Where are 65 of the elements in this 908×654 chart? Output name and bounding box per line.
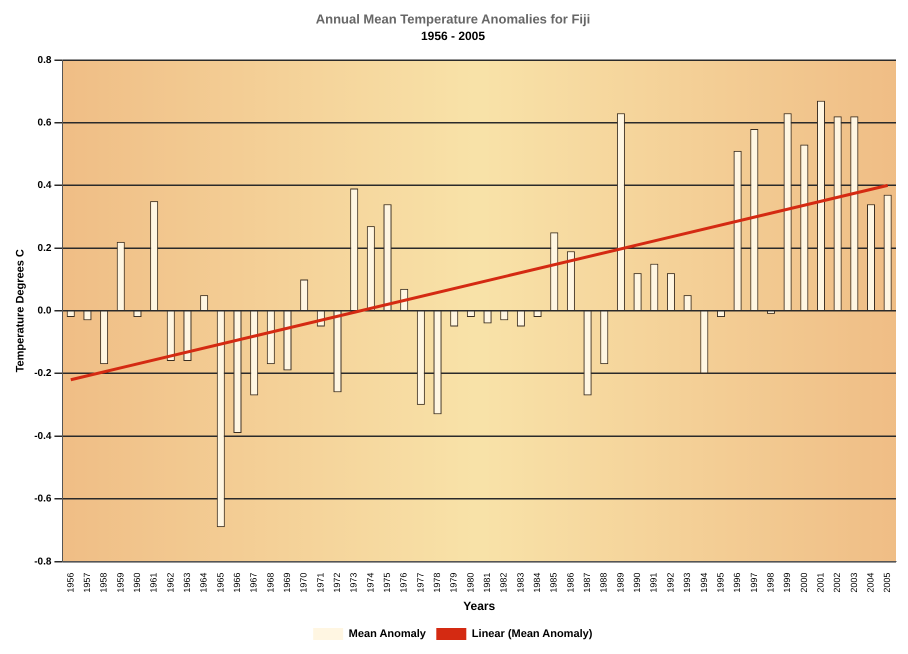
x-tick-label: 1974 — [365, 572, 376, 593]
chart-title: Annual Mean Temperature Anomalies for Fiji — [316, 11, 590, 26]
x-tick-label: 1978 — [432, 572, 442, 593]
x-tick-label: 1989 — [615, 572, 626, 593]
x-tick-label: 1972 — [332, 572, 342, 593]
y-tick-label: 0.4 — [38, 180, 52, 192]
x-tick-label: 2000 — [798, 572, 809, 593]
x-tick-label: 1991 — [648, 572, 659, 593]
x-tick-label: 1964 — [198, 572, 209, 593]
x-tick-label: 2005 — [882, 572, 892, 593]
x-tick-label: 1980 — [465, 572, 476, 593]
legend-label: Linear (Mean Anomaly) — [472, 628, 593, 640]
x-tick-label: 1960 — [132, 572, 142, 593]
x-tick-label: 1993 — [682, 572, 692, 593]
x-tick-label: 1977 — [415, 572, 426, 593]
y-tick-label: -0.4 — [34, 430, 52, 442]
y-tick-label: 0.8 — [38, 54, 52, 66]
y-tick-label: 0.0 — [38, 306, 52, 317]
x-tick-label: 1958 — [98, 572, 109, 593]
x-tick-label: 1999 — [782, 572, 792, 593]
y-tick-label: -0.6 — [34, 494, 52, 505]
x-tick-label: 1981 — [482, 572, 492, 593]
x-tick-label: 1959 — [115, 572, 126, 593]
x-tick-label: 1961 — [148, 572, 159, 593]
x-tick-label: 2003 — [848, 572, 859, 593]
x-tick-label: 1996 — [732, 572, 742, 593]
x-tick-label: 1973 — [348, 572, 359, 593]
x-tick-label: 1976 — [398, 572, 409, 593]
x-tick-label: 1963 — [182, 572, 192, 593]
x-tick-label: 1962 — [165, 572, 176, 593]
x-tick-label: 1985 — [548, 572, 559, 593]
x-tick-label: 1966 — [232, 572, 242, 593]
x-tick-label: 1982 — [498, 572, 509, 593]
x-tick-label: 1956 — [65, 572, 76, 593]
x-tick-label: 1994 — [698, 572, 709, 593]
chart-subtitle: 1956 - 2005 — [420, 29, 486, 44]
legend-label: Mean Anomaly — [348, 628, 427, 640]
x-tick-label: 2004 — [865, 572, 876, 593]
x-tick-label: 1995 — [715, 572, 726, 593]
x-tick-label: 1983 — [515, 572, 526, 593]
x-tick-label: 1987 — [582, 572, 592, 593]
x-tick-label: 1975 — [382, 572, 392, 593]
x-tick-label: 1965 — [215, 572, 226, 593]
x-tick-label: 2002 — [832, 572, 842, 593]
x-tick-label: 1990 — [632, 572, 642, 593]
x-tick-label: 1969 — [282, 572, 292, 593]
x-tick-label: 1971 — [315, 572, 326, 593]
x-tick-label: 1992 — [665, 572, 676, 593]
y-tick-label: -0.2 — [34, 368, 52, 380]
x-axis-title: Years — [463, 599, 496, 614]
y-tick-label: 0.6 — [38, 117, 52, 128]
x-tick-label: 1967 — [248, 572, 259, 593]
x-tick-label: 1998 — [765, 572, 776, 593]
x-tick-label: 1968 — [265, 572, 276, 593]
x-tick-label: 1984 — [532, 572, 542, 593]
y-axis-title: Temperature Degrees C — [14, 249, 27, 372]
x-tick-label: 1979 — [448, 572, 459, 593]
x-tick-label: 1988 — [598, 572, 609, 593]
x-tick-label: 1970 — [298, 572, 309, 593]
x-tick-label: 1997 — [748, 572, 759, 593]
y-tick-label: 0.2 — [38, 242, 52, 254]
x-tick-label: 2001 — [815, 572, 826, 593]
x-tick-label: 1986 — [565, 572, 576, 593]
y-tick-label: -0.8 — [34, 556, 52, 568]
x-tick-label: 1957 — [82, 572, 92, 593]
